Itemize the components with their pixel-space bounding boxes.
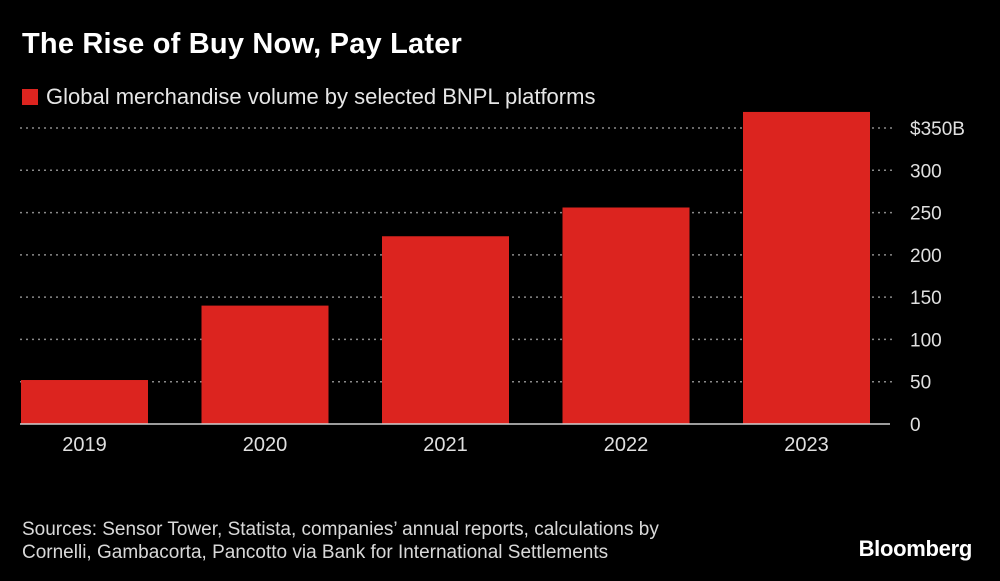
y-tick-label: 300 <box>910 161 942 182</box>
y-tick-label: $350B <box>910 119 965 140</box>
x-tick-label: 2023 <box>784 434 829 456</box>
bar-2019 <box>21 380 148 424</box>
legend-swatch <box>22 89 38 105</box>
y-tick-label: 100 <box>910 330 942 351</box>
bar-2020 <box>201 305 329 424</box>
source-note: Sources: Sensor Tower, Statista, compani… <box>22 518 822 564</box>
y-tick-label: 200 <box>910 246 942 267</box>
chart-title: The Rise of Buy Now, Pay Later <box>22 28 463 60</box>
x-tick-label: 2022 <box>604 434 649 456</box>
source-line-1: Sources: Sensor Tower, Statista, compani… <box>22 519 659 540</box>
y-tick-label: 250 <box>910 204 942 225</box>
bar-2021 <box>382 236 509 424</box>
source-line-2: Cornelli, Gambacorta, Pancotto via Bank … <box>22 542 609 563</box>
bar-2022 <box>562 207 690 424</box>
y-tick-label: 0 <box>910 415 921 436</box>
y-tick-label: 50 <box>910 373 931 394</box>
y-tick-label: 150 <box>910 288 942 309</box>
legend-label: Global merchandise volume by selected BN… <box>46 84 596 109</box>
bar-2023 <box>743 111 870 424</box>
x-tick-label: 2020 <box>243 434 288 456</box>
bloomberg-logo: Bloomberg <box>858 536 973 561</box>
x-tick-label: 2019 <box>62 434 107 456</box>
x-tick-label: 2021 <box>423 434 468 456</box>
legend: Global merchandise volume by selected BN… <box>22 84 595 110</box>
